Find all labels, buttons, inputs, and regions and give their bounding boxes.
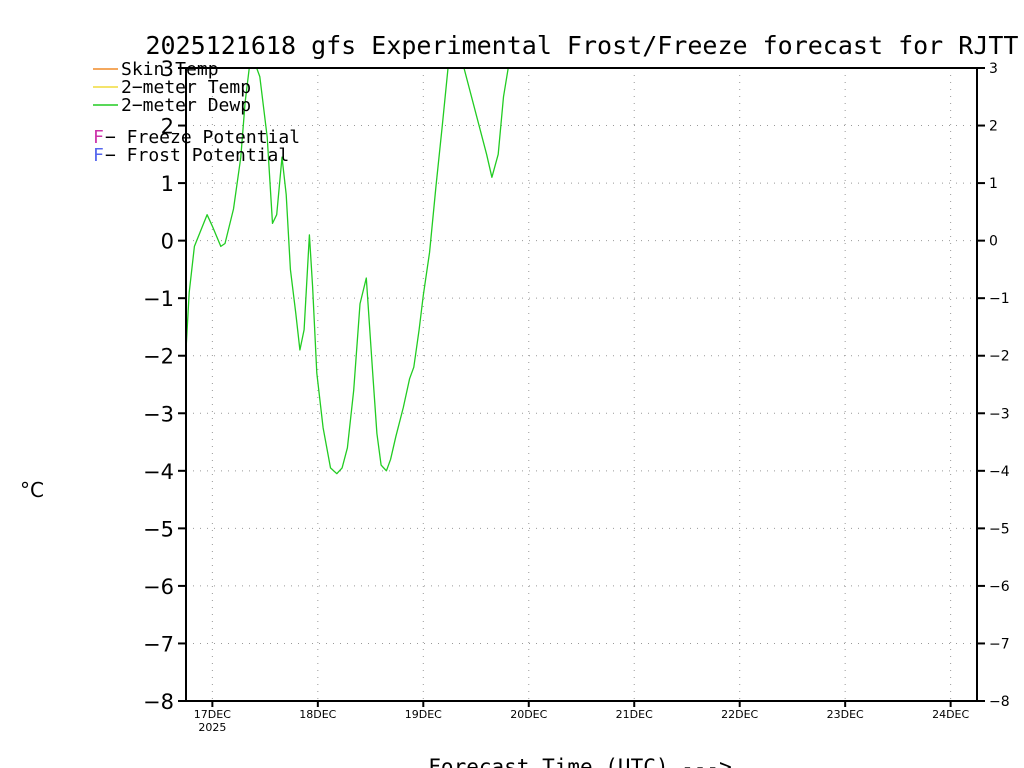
x-tick-label: 17DEC (194, 708, 231, 721)
x-tick-label: 21DEC (616, 708, 653, 721)
y-tick-label-left: 2 (161, 115, 174, 139)
annotation-marker: F (93, 127, 104, 148)
y-axis-label: °C (20, 478, 44, 502)
y-tick-label-left: −5 (143, 517, 174, 541)
y-tick-label-left: 3 (161, 57, 174, 81)
x-tick-label: 23DEC (827, 708, 864, 721)
x-axis-label: Forecast Time (UTC) ---> (428, 755, 731, 768)
y-tick-label-left: −7 (143, 632, 174, 656)
annotation-text: − Freeze Potential (105, 127, 300, 148)
series-group (186, 68, 509, 475)
plot-frame (185, 67, 978, 702)
y-tick-label-right: −8 (989, 694, 1010, 710)
y-tick-label-right: −2 (989, 349, 1010, 365)
y-tick-label-right: −5 (989, 521, 1010, 537)
y-tick-label-right: −1 (989, 291, 1010, 307)
y-tick-label-left: −1 (143, 287, 174, 311)
y-tick-label-left: −2 (143, 345, 174, 369)
y-tick-label-right: −4 (989, 464, 1010, 480)
legend-label: Skin Temp (121, 59, 219, 80)
axis-ticks: 3 3 2 2 1 1 0 0 −1 −1 −2 −2 −3 −3 −4 −4 −5 −5 −6 −6 −7 −7 −8 −8… (143, 57, 1010, 734)
y-tick-label-left: −3 (143, 402, 174, 426)
y-tick-label-right: −6 (989, 579, 1010, 595)
y-tick-label-right: 0 (989, 234, 998, 250)
x-tick-label: 22DEC (721, 708, 758, 721)
x-tick-sublabel: 2025 (198, 721, 226, 734)
series-line-2-meter-dewp (186, 68, 509, 475)
y-tick-label-right: −7 (989, 636, 1010, 652)
y-tick-label-left: 1 (161, 172, 174, 196)
annotation-marker: F (93, 145, 104, 166)
annotation-text: − Frost Potential (105, 145, 289, 166)
y-tick-label-right: −3 (989, 406, 1010, 422)
y-tick-label-right: 1 (989, 176, 998, 192)
chart-title: 2025121618 gfs Experimental Frost/Freeze… (146, 31, 1019, 60)
y-tick-label-left: 0 (161, 230, 174, 254)
y-tick-label-left: −8 (143, 690, 174, 714)
grid (186, 68, 977, 701)
x-tick-label: 24DEC (932, 708, 969, 721)
x-tick-label: 18DEC (299, 708, 336, 721)
y-tick-label-left: −4 (143, 460, 174, 484)
y-tick-label-right: 3 (989, 61, 998, 77)
x-tick-label: 19DEC (405, 708, 442, 721)
legend-label: 2−meter Dewp (121, 95, 251, 116)
legend-label: 2−meter Temp (121, 77, 251, 98)
y-tick-label-left: −6 (143, 575, 174, 599)
x-tick-label: 20DEC (510, 708, 547, 721)
y-tick-label-right: 2 (989, 119, 998, 135)
